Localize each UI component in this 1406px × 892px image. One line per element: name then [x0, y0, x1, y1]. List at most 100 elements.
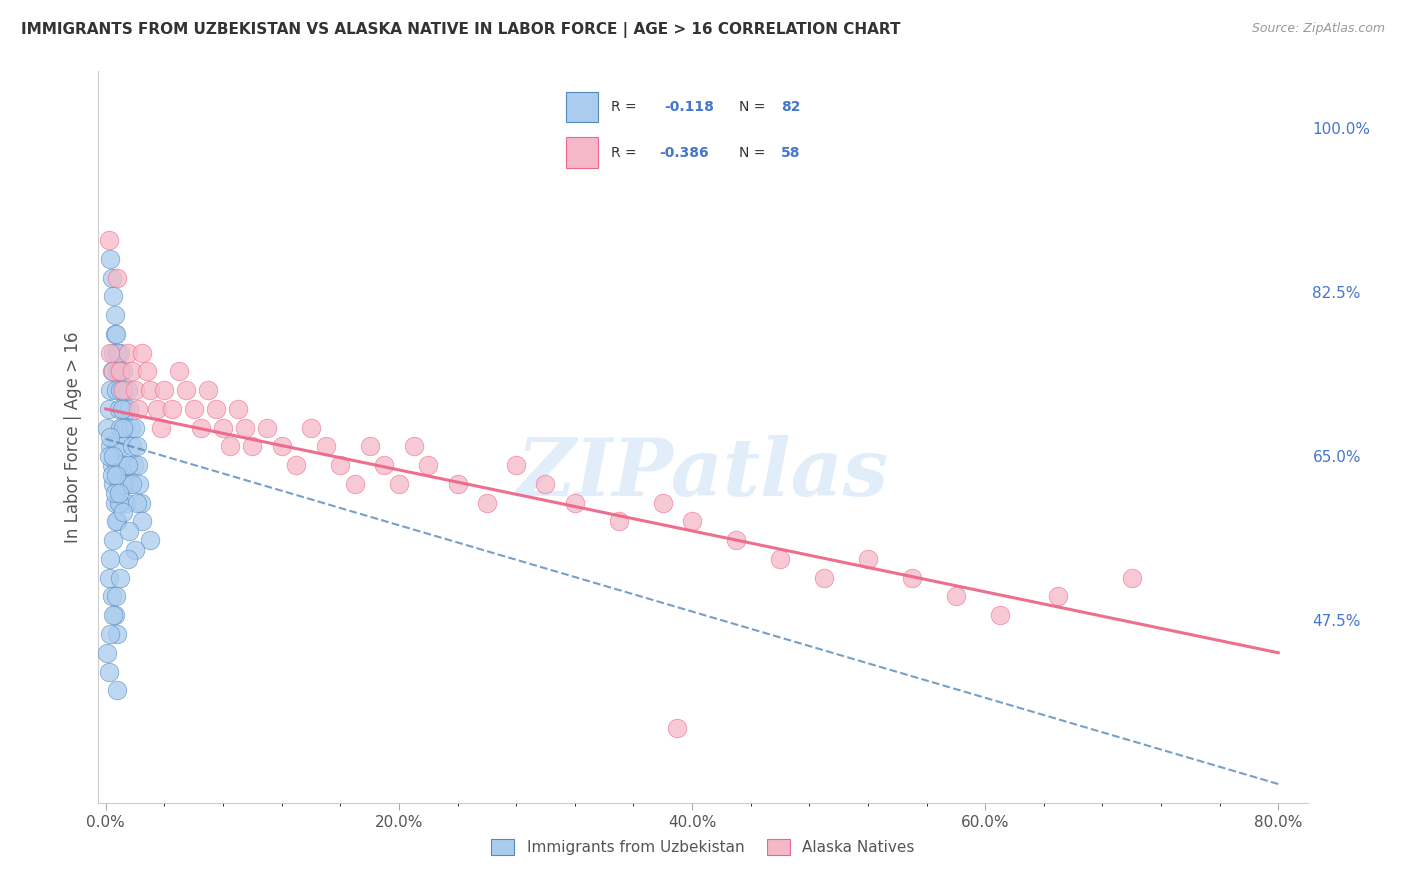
Point [359, 440, 381, 454]
Point [111, 401, 134, 416]
Point [107, 683, 129, 698]
Point [107, 364, 129, 378]
Point [107, 515, 129, 529]
Point [226, 401, 249, 416]
Point [343, 477, 366, 491]
Point [105, 515, 128, 529]
Point [97, 401, 120, 416]
Point [108, 496, 131, 510]
Point [101, 449, 124, 463]
Point [110, 383, 132, 397]
Point [110, 420, 132, 434]
Point [769, 552, 792, 566]
Point [270, 440, 292, 454]
Point [988, 608, 1011, 623]
Point [114, 477, 136, 491]
Point [105, 590, 128, 604]
Point [105, 467, 128, 482]
Point [475, 496, 498, 510]
Point [105, 326, 128, 341]
Point [118, 401, 141, 416]
Point [121, 477, 143, 491]
Point [256, 420, 278, 434]
Text: Source: ZipAtlas.com: Source: ZipAtlas.com [1251, 22, 1385, 36]
Point [98, 430, 121, 444]
Point [138, 383, 160, 397]
Point [219, 440, 242, 454]
Point [100, 364, 122, 378]
Legend: Immigrants from Uzbekistan, Alaska Natives: Immigrants from Uzbekistan, Alaska Nativ… [485, 833, 921, 861]
Point [100, 467, 122, 482]
Y-axis label: In Labor Force | Age > 16: In Labor Force | Age > 16 [63, 331, 82, 543]
Point [402, 440, 425, 454]
Point [101, 345, 124, 359]
Point [240, 440, 263, 454]
Point [127, 458, 149, 473]
Point [118, 477, 141, 491]
Point [167, 364, 190, 378]
Point [114, 401, 136, 416]
Point [112, 383, 135, 397]
Point [118, 524, 141, 538]
Point [135, 364, 157, 378]
Point [110, 345, 132, 359]
Point [212, 420, 235, 434]
Point [103, 326, 125, 341]
Point [204, 401, 226, 416]
Point [121, 364, 143, 378]
Point [98, 627, 121, 641]
Point [138, 533, 160, 548]
Point [108, 364, 131, 378]
Point [107, 270, 129, 285]
Point [120, 420, 142, 434]
Point [98, 345, 121, 359]
Point [329, 458, 352, 473]
Point [124, 383, 146, 397]
Text: ZIPatlas: ZIPatlas [517, 435, 889, 512]
Point [388, 477, 411, 491]
Point [285, 458, 308, 473]
Point [112, 477, 135, 491]
Point [122, 458, 145, 473]
Point [564, 496, 586, 510]
Point [111, 458, 134, 473]
Point [146, 401, 169, 416]
Point [197, 383, 219, 397]
Point [112, 505, 135, 519]
Point [101, 289, 124, 303]
Point [651, 496, 673, 510]
Point [124, 542, 146, 557]
Point [176, 383, 198, 397]
Point [97, 665, 120, 679]
Point [110, 571, 132, 585]
Point [103, 486, 125, 500]
Point [110, 364, 132, 378]
Point [98, 383, 121, 397]
Point [96, 646, 118, 660]
Point [103, 608, 125, 623]
Point [129, 496, 152, 510]
Point [105, 458, 128, 473]
Point [813, 571, 835, 585]
Point [945, 590, 967, 604]
Point [131, 345, 153, 359]
Point [101, 608, 124, 623]
Point [98, 552, 121, 566]
Point [100, 590, 122, 604]
Point [1121, 571, 1143, 585]
Point [299, 420, 322, 434]
Point [103, 496, 125, 510]
Point [105, 383, 128, 397]
Point [111, 383, 134, 397]
Point [128, 477, 150, 491]
Point [97, 449, 120, 463]
Point [112, 420, 135, 434]
Point [607, 515, 630, 529]
Point [856, 552, 879, 566]
Point [110, 496, 132, 510]
Point [127, 401, 149, 416]
Point [108, 401, 131, 416]
Point [117, 458, 139, 473]
Point [373, 458, 395, 473]
Point [681, 515, 703, 529]
